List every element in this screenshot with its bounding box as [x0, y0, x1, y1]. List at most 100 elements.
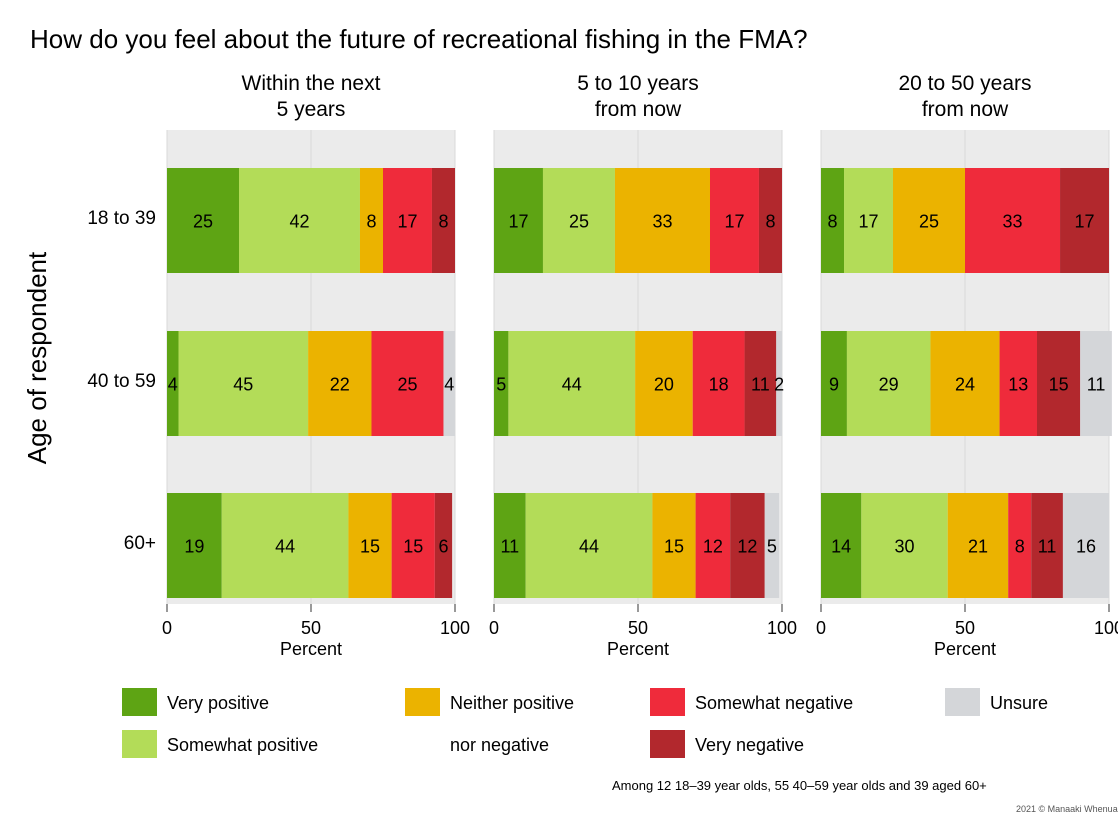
bar-segment: [730, 493, 765, 598]
data-label: 11: [751, 375, 770, 395]
legend-swatch: [122, 730, 157, 758]
data-label: 8: [828, 212, 838, 232]
bar-segment: [821, 493, 862, 598]
tick-label: 0: [816, 618, 826, 638]
bar-segment: [348, 493, 392, 598]
legend-label: Somewhat negative: [695, 693, 853, 713]
bar-segment: [744, 331, 777, 436]
data-label: 42: [289, 212, 309, 232]
data-label: 24: [955, 375, 975, 395]
bar-segment: [844, 168, 893, 273]
copyright: 2021 © Manaaki Whenua Landcare Research: [1016, 804, 1118, 814]
bar-segment: [371, 331, 444, 436]
facet-title-line: 5 years: [277, 98, 346, 121]
data-label: 6: [438, 537, 448, 557]
bar-segment: [1080, 331, 1112, 436]
bar-segment: [893, 168, 965, 273]
data-label: 15: [1049, 375, 1069, 395]
data-label: 11: [1087, 375, 1106, 395]
bar-segment: [383, 168, 432, 273]
legend-item: Very negative: [650, 730, 804, 758]
bar-segment: [930, 331, 1000, 436]
bar-segment: [494, 168, 543, 273]
legend-item: Unsure: [945, 688, 1048, 716]
data-label: 44: [579, 537, 599, 557]
bar-segment: [1062, 493, 1109, 598]
data-label: 15: [360, 537, 380, 557]
legend-label: nor negative: [450, 735, 549, 755]
data-label: 25: [569, 212, 589, 232]
legend-item: Very positive: [122, 688, 269, 716]
bar-segment: [764, 493, 780, 598]
legend-label: Very positive: [167, 693, 269, 713]
data-label: 18: [709, 375, 729, 395]
data-label: 4: [168, 375, 178, 395]
tick-label: 0: [489, 618, 499, 638]
bar-segment: [431, 168, 455, 273]
legend-label: Neither positive: [450, 693, 574, 713]
data-label: 15: [403, 537, 423, 557]
data-label: 4: [444, 375, 454, 395]
data-label: 12: [737, 537, 757, 557]
bar-segment: [614, 168, 710, 273]
data-label: 44: [562, 375, 582, 395]
data-label: 17: [724, 212, 744, 232]
y-axis-label: Age of respondent: [22, 251, 52, 464]
legend-item: Somewhat positive: [122, 730, 318, 758]
data-label: 11: [1038, 537, 1057, 557]
data-label: 21: [968, 537, 988, 557]
bar-segment: [861, 493, 948, 598]
facet-title-line: from now: [922, 98, 1009, 121]
legend-label: Unsure: [990, 693, 1048, 713]
data-label: 8: [1015, 537, 1025, 557]
bar-segment: [443, 331, 455, 436]
bar-segment: [1008, 493, 1032, 598]
bar-segment: [1060, 168, 1109, 273]
category-label: 60+: [124, 533, 156, 554]
legend-swatch: [405, 688, 440, 716]
x-axis-title: Percent: [607, 639, 669, 659]
bar-segment: [494, 493, 526, 598]
data-label: 16: [1076, 537, 1096, 557]
legend: Very positive Somewhat positive Neither po…: [122, 688, 1048, 758]
bar-segment: [776, 331, 782, 436]
data-label: 17: [397, 212, 417, 232]
chart-title: How do you feel about the future of recr…: [30, 24, 808, 54]
bar-segment: [359, 168, 383, 273]
data-label: 13: [1008, 375, 1028, 395]
bar-segment: [652, 493, 696, 598]
bar-segment: [508, 331, 636, 436]
panel-3: 20 to 50 years from now 8 17 25 33 17 9 29 24 13 15…: [816, 72, 1118, 659]
tick-label: 50: [628, 618, 648, 638]
bar-segment: [821, 331, 847, 436]
data-label: 25: [397, 375, 417, 395]
x-axis-title: Percent: [280, 639, 342, 659]
data-label: 33: [652, 212, 672, 232]
panel-1: Within the next 5 years 25 42 8 17 8 4 45 22 25 4 19…: [162, 72, 470, 659]
data-label: 25: [193, 212, 213, 232]
data-label: 19: [184, 537, 204, 557]
data-label: 14: [831, 537, 851, 557]
tick-label: 100: [767, 618, 797, 638]
x-axis-title: Percent: [934, 639, 996, 659]
bar-segment: [167, 168, 239, 273]
bar-segment: [221, 493, 349, 598]
legend-label: Somewhat positive: [167, 735, 318, 755]
bar-segment: [167, 331, 179, 436]
data-label: 8: [438, 212, 448, 232]
facet-title-line: Within the next: [242, 72, 381, 95]
data-label: 17: [1075, 212, 1095, 232]
data-label: 11: [500, 537, 519, 557]
data-label: 25: [919, 212, 939, 232]
data-label: 29: [879, 375, 899, 395]
tick-label: 100: [1094, 618, 1118, 638]
bar-segment: [308, 331, 372, 436]
bar-segment: [947, 493, 1009, 598]
tick-label: 100: [440, 618, 470, 638]
category-label: 40 to 59: [87, 371, 156, 392]
facet-title-line: from now: [595, 98, 682, 121]
data-label: 30: [895, 537, 915, 557]
tick-label: 50: [301, 618, 321, 638]
data-label: 22: [330, 375, 350, 395]
